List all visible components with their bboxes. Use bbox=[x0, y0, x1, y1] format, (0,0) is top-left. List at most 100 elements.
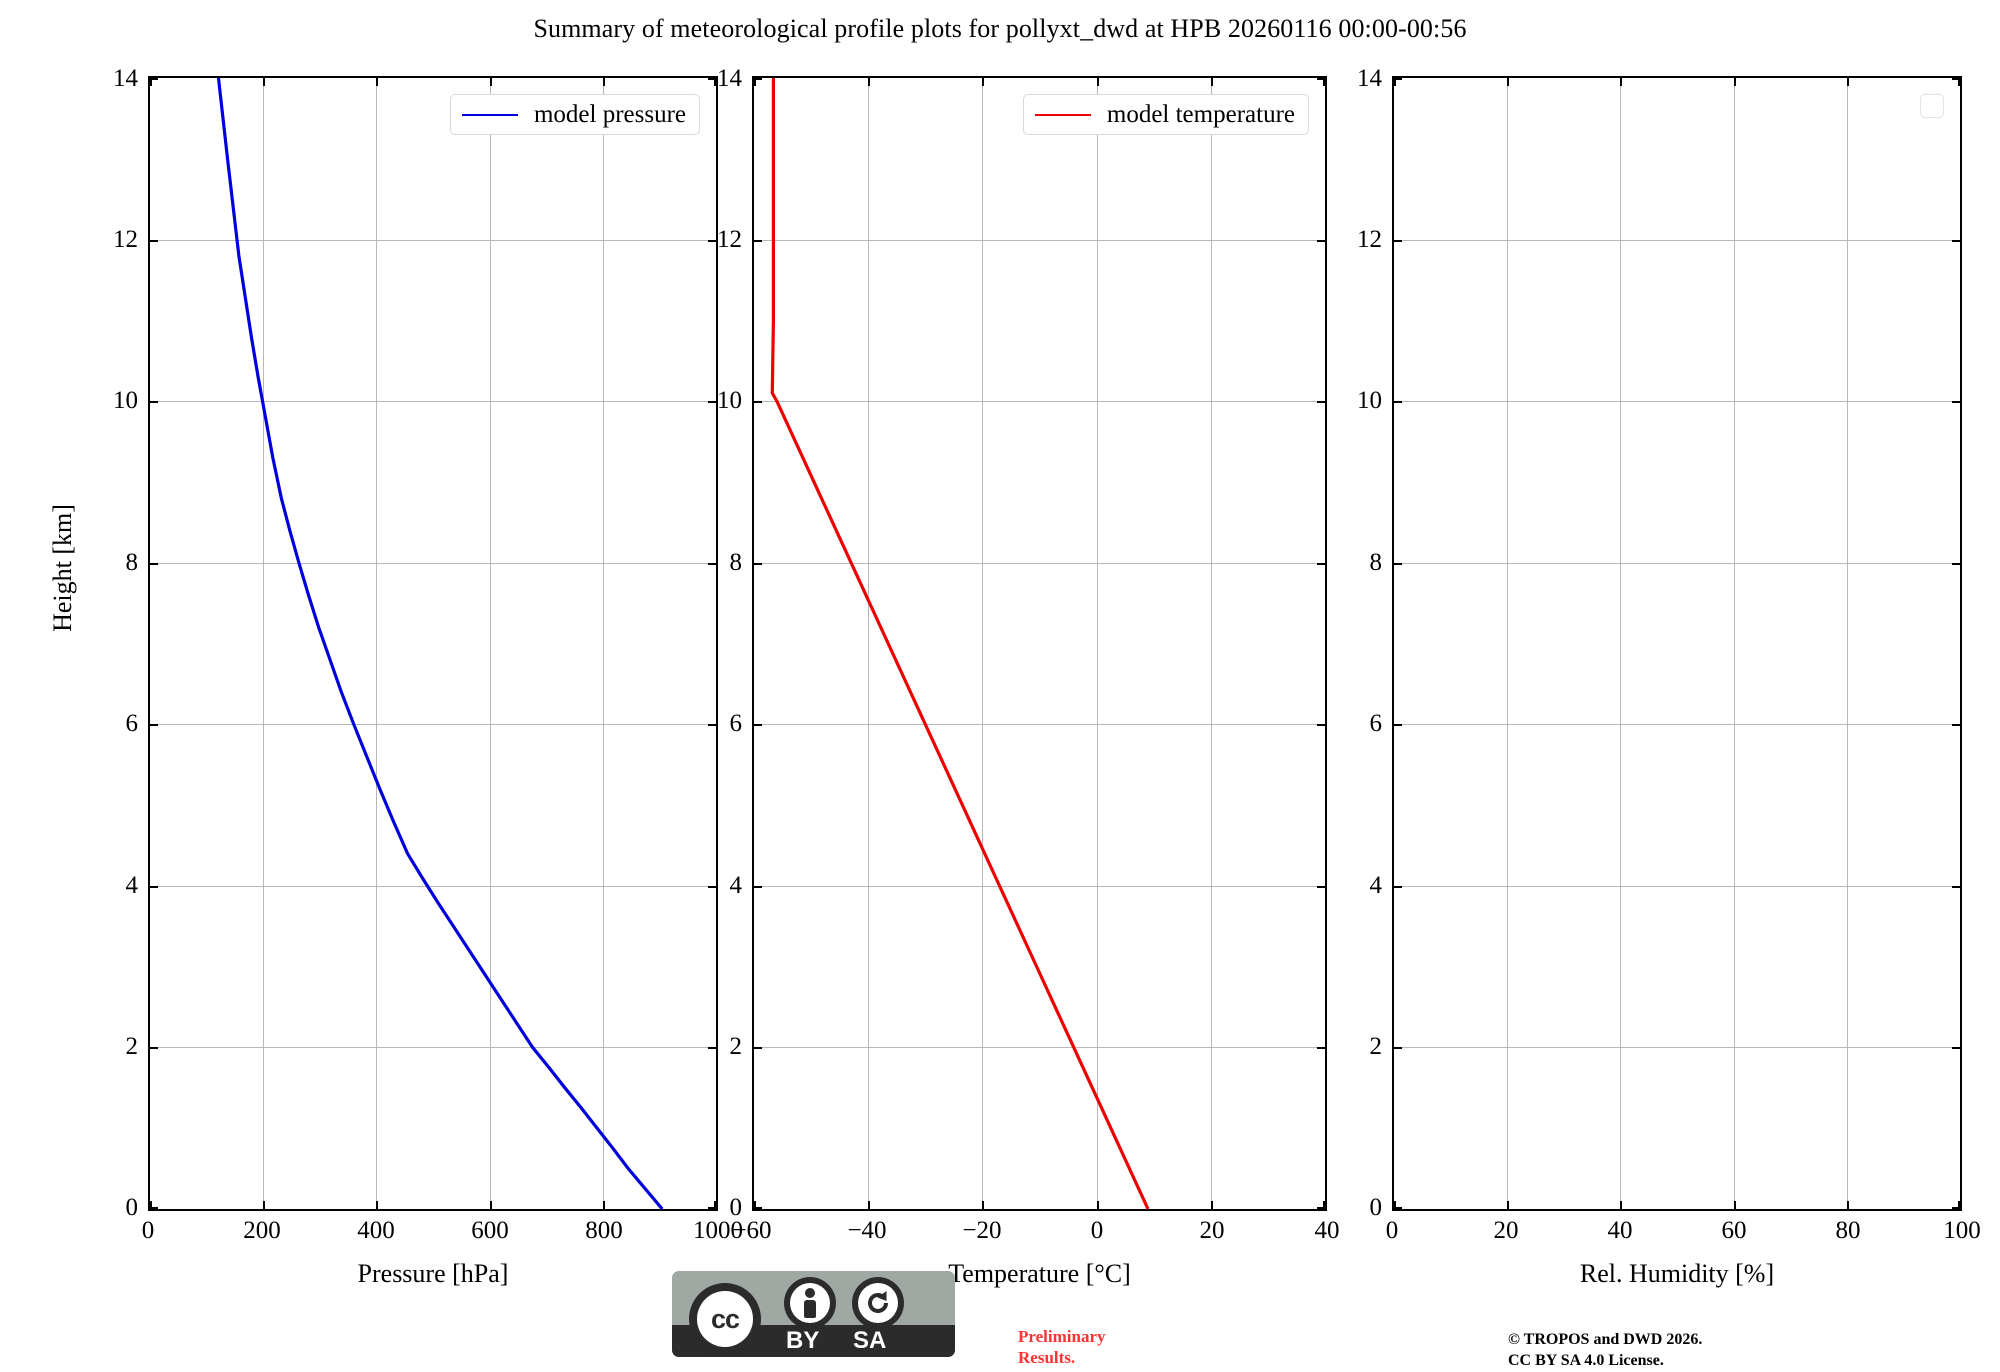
gridline-v bbox=[376, 78, 378, 1209]
pressure-polyline bbox=[218, 78, 662, 1209]
y-tick-label: 10 bbox=[113, 387, 138, 415]
y-tick bbox=[753, 1207, 762, 1209]
x-tick bbox=[714, 1201, 716, 1210]
x-tick bbox=[263, 1201, 266, 1210]
x-tick bbox=[754, 1201, 756, 1210]
y-tick-label: 8 bbox=[1369, 548, 1383, 576]
gridline-v bbox=[868, 78, 870, 1209]
x-axis-label-pressure: Pressure [hPa] bbox=[357, 1259, 509, 1288]
y-tick bbox=[149, 1207, 158, 1209]
x-tick-label: 200 bbox=[243, 1217, 281, 1244]
x-tick-top bbox=[868, 77, 871, 86]
legend-temperature[interactable]: model temperature bbox=[1022, 94, 1309, 135]
gridline-h bbox=[1394, 724, 1960, 726]
y-tick-right bbox=[708, 1207, 717, 1209]
gridline-h bbox=[1394, 562, 1960, 564]
x-tick bbox=[982, 1201, 985, 1210]
x-tick-top bbox=[1846, 77, 1849, 86]
gridline-v bbox=[1210, 78, 1212, 1209]
y-tick-right bbox=[1317, 724, 1326, 727]
x-tick-label: 100 bbox=[1943, 1217, 1981, 1244]
axes-pressure: 0 2 4 6 8 10 12 14 model pressure bbox=[113, 65, 718, 1221]
x-tick-top bbox=[602, 77, 605, 86]
legend-label: model temperature bbox=[1106, 101, 1295, 128]
x-tick bbox=[1323, 1201, 1325, 1210]
x-tick-label: 400 bbox=[357, 1217, 395, 1244]
gridline-h bbox=[754, 239, 1325, 241]
x-tick bbox=[1210, 1201, 1213, 1210]
y-tick bbox=[1393, 401, 1402, 404]
y-tick-right bbox=[708, 885, 717, 888]
y-tick-right bbox=[1317, 401, 1326, 404]
gridline-h bbox=[754, 562, 1325, 564]
copyright-line-1: © TROPOS and DWD 2026. bbox=[1508, 1331, 1703, 1348]
y-tick-right bbox=[1952, 1047, 1961, 1050]
y-tick bbox=[1393, 724, 1402, 727]
person-head bbox=[805, 1288, 815, 1298]
y-tick-label: 10 bbox=[1357, 387, 1382, 415]
cc-logo-text: cc bbox=[697, 1291, 753, 1347]
panel-pressure: 0 2 4 6 8 10 12 14 model pressure 0 200 … bbox=[113, 65, 743, 1288]
y-tick bbox=[753, 1047, 762, 1050]
x-tick bbox=[376, 1201, 379, 1210]
x-tick bbox=[602, 1201, 605, 1210]
x-tick-label: 60 bbox=[1721, 1217, 1747, 1244]
gridline-h bbox=[1394, 1047, 1960, 1049]
x-tick-label: 0 bbox=[1385, 1217, 1399, 1244]
y-tick-right bbox=[708, 562, 717, 565]
y-tick-label: 12 bbox=[717, 225, 742, 253]
y-tick-right bbox=[1952, 724, 1961, 727]
x-tick-label: 20 bbox=[1199, 1217, 1225, 1244]
x-tick-label: 600 bbox=[471, 1217, 509, 1244]
x-tick-top bbox=[376, 77, 379, 86]
legend-label: model pressure bbox=[533, 101, 686, 128]
y-tick-right bbox=[1952, 401, 1961, 404]
copyright-line-2: CC BY SA 4.0 License. bbox=[1508, 1351, 1664, 1369]
x-tick bbox=[1394, 1201, 1396, 1210]
x-tick-top bbox=[263, 77, 266, 86]
gridline-h bbox=[1394, 239, 1960, 241]
cc-attribution-icon bbox=[784, 1277, 836, 1329]
gridline-v bbox=[602, 78, 604, 1209]
x-tick bbox=[1733, 1201, 1736, 1210]
x-tick-label: 80 bbox=[1835, 1217, 1861, 1244]
y-tick bbox=[149, 401, 158, 404]
y-tick-right bbox=[1317, 1207, 1326, 1209]
gridline-v bbox=[1733, 78, 1735, 1209]
y-tick bbox=[753, 401, 762, 404]
x-tick bbox=[1958, 1201, 1960, 1210]
y-tick-right bbox=[1952, 239, 1961, 242]
x-tick-top bbox=[1507, 77, 1510, 86]
cc-by-caption: BY bbox=[786, 1327, 820, 1354]
y-tick bbox=[149, 78, 158, 80]
gridline-v bbox=[1620, 78, 1622, 1209]
y-tick bbox=[1393, 1207, 1402, 1209]
y-tick-right bbox=[708, 1047, 717, 1050]
legend-pressure[interactable]: model pressure bbox=[449, 94, 700, 135]
x-tick bbox=[1096, 1201, 1099, 1210]
y-tick bbox=[1393, 562, 1402, 565]
legend-line-icon bbox=[1034, 113, 1091, 116]
x-tick-label: −40 bbox=[847, 1217, 887, 1244]
x-tick-top bbox=[1620, 77, 1623, 86]
y-tick-label: 4 bbox=[125, 871, 139, 899]
legend-relative-humidity-empty[interactable] bbox=[1920, 94, 1944, 118]
panel-temperature: 0 2 4 6 8 10 12 14 model temperature −60… bbox=[717, 65, 1340, 1288]
x-tick-label: −60 bbox=[732, 1217, 772, 1244]
gridline-v bbox=[263, 78, 265, 1209]
y-tick-label: 6 bbox=[125, 710, 139, 738]
gridline-v bbox=[982, 78, 984, 1209]
y-tick-label: 0 bbox=[729, 1194, 743, 1221]
person-icon bbox=[790, 1283, 830, 1323]
y-tick-right bbox=[1317, 1047, 1326, 1050]
y-tick bbox=[753, 724, 762, 727]
gridline-h bbox=[754, 885, 1325, 887]
person-body bbox=[804, 1300, 816, 1318]
x-tick bbox=[1846, 1201, 1849, 1210]
preliminary-line-1: Preliminary bbox=[1018, 1327, 1106, 1346]
y-tick-label: 14 bbox=[717, 65, 742, 92]
gridline-h bbox=[150, 562, 716, 564]
x-axis-label-temperature: Temperature [°C] bbox=[948, 1259, 1131, 1288]
y-tick-label: 2 bbox=[729, 1033, 743, 1061]
temperature-curve bbox=[754, 78, 1325, 1209]
